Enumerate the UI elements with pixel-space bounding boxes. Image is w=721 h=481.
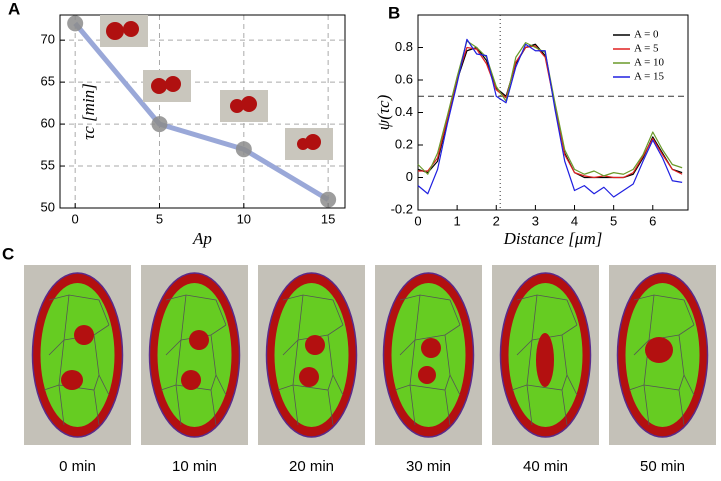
cell-blob xyxy=(165,76,181,92)
snapshot-label: 20 min xyxy=(289,458,334,475)
x-axis-title: Distance [μm] xyxy=(503,229,603,248)
x-axis-title: Ap xyxy=(192,229,212,248)
x-tick-label: 5 xyxy=(610,213,617,228)
snapshot-image xyxy=(24,265,131,445)
y-tick-label: 0.4 xyxy=(395,104,413,119)
snapshot-label: 40 min xyxy=(523,458,568,475)
y-tick-label: 0 xyxy=(406,169,413,184)
nucleus-blob xyxy=(418,366,436,384)
y-tick-label: 0.2 xyxy=(395,136,413,151)
inset-image xyxy=(143,70,191,102)
x-tick-label: 2 xyxy=(493,213,500,228)
inset-image xyxy=(100,15,148,47)
nucleus-blob xyxy=(421,338,441,358)
plot-frame xyxy=(417,14,689,211)
y-axis-title: τc [min] xyxy=(79,83,98,140)
y-tick-label: 0.6 xyxy=(395,71,413,86)
cell-boundaries xyxy=(511,294,578,426)
legend-label: A = 5 xyxy=(634,43,659,55)
y-tick-label: 50 xyxy=(41,199,55,214)
nucleus-blob xyxy=(299,367,319,387)
nucleus-blob xyxy=(536,333,554,387)
panel-label: B xyxy=(388,3,400,22)
nucleus-blob xyxy=(305,335,325,355)
snapshot-image xyxy=(141,265,248,445)
nucleus-blob xyxy=(181,370,201,390)
nucleus-blob xyxy=(189,330,209,350)
nucleus-blob xyxy=(74,325,94,345)
snapshot-image xyxy=(258,265,365,445)
snapshot-image xyxy=(492,265,599,445)
snapshot-label: 30 min xyxy=(406,458,451,475)
data-point xyxy=(320,191,337,208)
cell-blob xyxy=(123,21,139,37)
y-tick-label: 65 xyxy=(41,74,55,89)
inset-image xyxy=(285,128,333,160)
cell-interior xyxy=(274,283,349,427)
y-axis-title: ψ(τc) xyxy=(374,94,393,130)
x-tick-label: 6 xyxy=(649,213,656,228)
nucleus-blob xyxy=(61,370,83,390)
y-tick-label: 0.8 xyxy=(395,39,413,54)
x-tick-label: 15 xyxy=(321,211,335,226)
y-tick-label: 55 xyxy=(41,157,55,172)
panel-label: C xyxy=(2,244,14,263)
data-point xyxy=(67,15,84,32)
snapshot-label: 50 min xyxy=(640,458,685,475)
data-line xyxy=(417,38,683,198)
snapshot-image xyxy=(609,265,716,445)
nucleus-blob xyxy=(645,337,673,363)
x-tick-label: 10 xyxy=(237,211,251,226)
cell-interior xyxy=(40,283,115,427)
cell-boundaries xyxy=(277,294,344,426)
data-point xyxy=(151,116,168,133)
inset-image xyxy=(220,90,268,122)
x-tick-label: 1 xyxy=(454,213,461,228)
legend-label: A = 15 xyxy=(634,71,665,83)
y-tick-label: -0.2 xyxy=(391,201,413,216)
cell-blob xyxy=(241,96,257,112)
panel-label: A xyxy=(8,0,20,18)
cell-blob xyxy=(151,78,167,94)
cell-blob xyxy=(305,134,321,150)
legend-label: A = 0 xyxy=(634,29,659,41)
cell-boundaries xyxy=(628,294,695,426)
y-tick-label: 60 xyxy=(41,116,55,131)
x-tick-label: 4 xyxy=(571,213,578,228)
cell-boundaries xyxy=(160,294,227,426)
data-line xyxy=(73,21,330,202)
legend-label: A = 10 xyxy=(634,57,665,69)
x-tick-label: 5 xyxy=(156,211,163,226)
plot-frame xyxy=(59,14,346,209)
cell-interior xyxy=(157,283,232,427)
snapshot-label: 0 min xyxy=(59,458,96,475)
x-tick-label: 3 xyxy=(532,213,539,228)
cell-blob xyxy=(106,22,124,40)
x-tick-label: 0 xyxy=(414,213,421,228)
snapshot-image xyxy=(375,265,482,445)
cell-boundaries xyxy=(394,294,461,426)
data-point xyxy=(235,141,252,158)
snapshot-label: 10 min xyxy=(172,458,217,475)
y-tick-label: 70 xyxy=(41,32,55,47)
x-tick-label: 0 xyxy=(72,211,79,226)
cell-blob xyxy=(230,99,244,113)
